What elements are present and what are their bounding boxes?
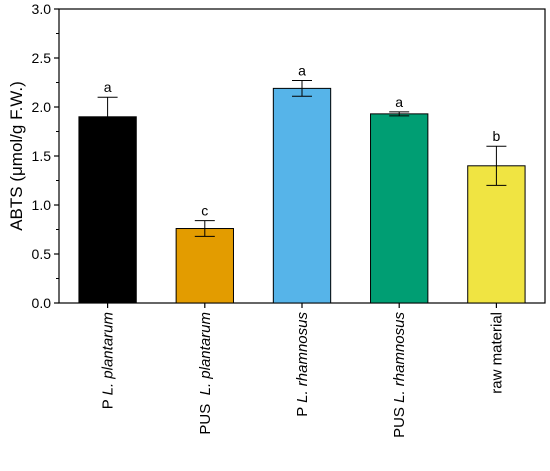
y-tick-label: 2.5: [32, 50, 52, 66]
x-category-label: PUS L. rhamnosus: [391, 312, 408, 438]
significance-label: c: [201, 203, 208, 219]
significance-label: b: [493, 128, 501, 144]
significance-label: a: [298, 63, 306, 79]
y-tick-label: 1.5: [32, 148, 52, 164]
y-tick-label: 0.5: [32, 246, 52, 262]
bar: [370, 113, 429, 304]
x-axis-labels: P L. plantarum PUS L. plantarum P L. rhamn…: [100, 303, 505, 438]
x-category-label: PUS L. plantarum: [197, 312, 214, 435]
significance-label: a: [395, 94, 403, 110]
bars-group: a c a a b: [78, 63, 526, 304]
bar: [272, 87, 332, 304]
bar: [467, 165, 526, 304]
y-axis-label: ABTS (μmol/g F.W.): [7, 81, 26, 231]
x-category-label: P L. plantarum: [100, 312, 117, 409]
y-tick-label: 0.0: [32, 295, 52, 311]
y-tick-label: 2.0: [32, 99, 52, 115]
bar: [78, 116, 137, 304]
bar: [175, 228, 234, 304]
x-category-label: raw material: [488, 312, 505, 394]
y-tick-label: 1.0: [32, 197, 52, 213]
y-tick-label: 3.0: [32, 1, 52, 17]
y-axis: 0.0 0.5 1.0 1.5 2.0 2.5 3.0: [32, 1, 59, 311]
x-category-label: P L. rhamnosus: [294, 312, 311, 417]
significance-label: a: [104, 79, 112, 95]
